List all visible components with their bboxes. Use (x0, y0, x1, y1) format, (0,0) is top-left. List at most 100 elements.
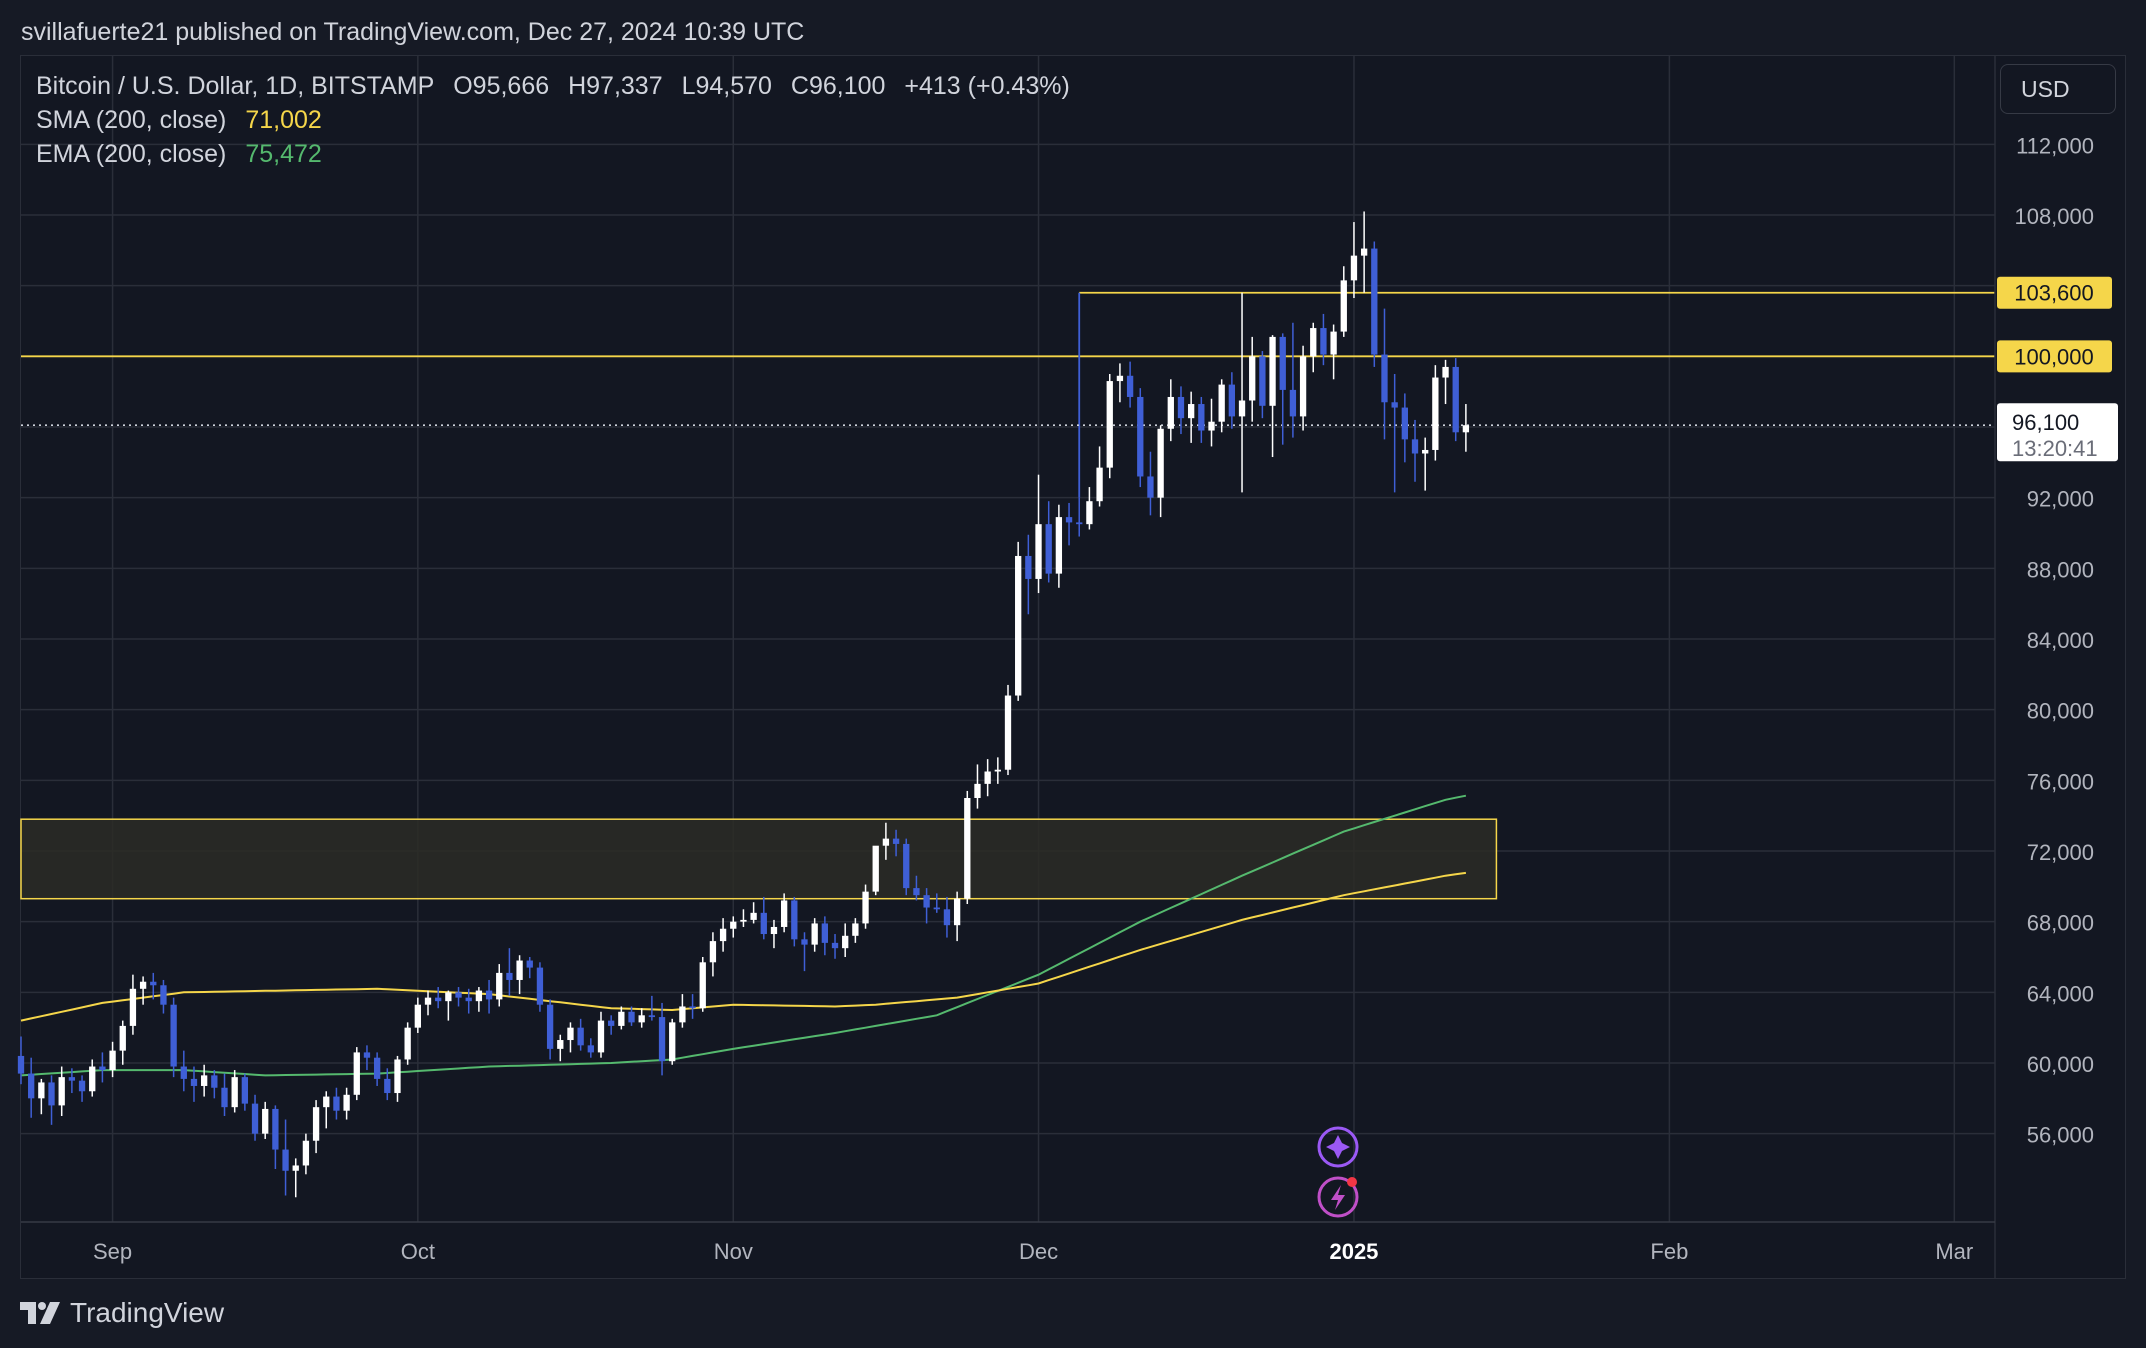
candle-body (801, 939, 808, 945)
candle-down (363, 1045, 371, 1071)
candle-down (536, 962, 544, 1012)
candle-up (1208, 398, 1215, 447)
candle-down (170, 997, 177, 1078)
candle-down (455, 987, 462, 1007)
price-tick-label: 68,000 (2027, 911, 2094, 936)
candle-down (608, 1015, 615, 1035)
candle-body (333, 1096, 340, 1111)
candle-body (292, 1165, 299, 1171)
candle-body (1238, 400, 1246, 417)
candle-body (323, 1096, 330, 1108)
candle-down (903, 838, 910, 896)
high-value: H97,337 (568, 72, 663, 100)
ema-legend-row[interactable]: EMA (200, close) 75,472 (36, 137, 1082, 171)
candle-body (211, 1075, 218, 1088)
price-tick-label: 112,000 (2016, 133, 2094, 158)
candle-body (485, 990, 493, 1000)
candle-up (1188, 391, 1195, 443)
candle-up (1116, 363, 1124, 403)
axes-layer: 112,000 108,000 92,000 88,000 84,000 80,000 76… (21, 56, 2118, 1278)
candle-body (1157, 428, 1164, 498)
candle-up (1004, 684, 1012, 776)
candle-body (1259, 356, 1266, 406)
sma-legend-row[interactable]: SMA (200, close) 71,002 (36, 103, 1082, 137)
candle-up (1442, 359, 1449, 405)
open-value: O95,666 (453, 72, 550, 100)
candle-down (465, 988, 472, 1014)
tradingview-logo[interactable]: TradingView (20, 1295, 224, 1331)
candle-up (669, 1018, 676, 1065)
time-label: Oct (401, 1239, 435, 1264)
candle-body (740, 919, 747, 922)
level-badge-103600-text: 103,600 (2014, 281, 2094, 306)
candle-up (292, 1158, 299, 1198)
candle-body (1106, 381, 1113, 468)
level-badge-103600: 103,600 (1997, 276, 2112, 309)
candle-up (109, 1041, 116, 1078)
candle-up (1035, 474, 1042, 594)
price-tick-label: 72,000 (2027, 840, 2094, 865)
candle-down (384, 1068, 391, 1101)
support-zone (20, 818, 1498, 900)
time-label: 2025 (1329, 1239, 1378, 1264)
candle-up (414, 997, 421, 1033)
candle-up (1462, 404, 1470, 452)
candle-body (608, 1020, 615, 1026)
candle-body (1228, 384, 1236, 417)
candle-down (1411, 419, 1419, 482)
candle-body (1004, 695, 1012, 770)
candle-down (99, 1052, 106, 1083)
candle-body (1208, 421, 1215, 431)
currency-button[interactable]: USD (2000, 64, 2116, 114)
candle-down (1137, 388, 1144, 488)
candle-up (394, 1055, 401, 1102)
candle-down (1228, 372, 1236, 429)
candle-body (943, 909, 951, 926)
candle-down (17, 1036, 25, 1085)
candle-down (506, 948, 513, 996)
candle-down (913, 875, 920, 901)
ema-200-line (20, 794, 1467, 1077)
candle-body (923, 895, 930, 908)
ideas-sparkle-icon[interactable] (1317, 1126, 1359, 1168)
candle-body (1055, 517, 1063, 574)
candle-body (1137, 396, 1144, 477)
price-tick-label: 76,000 (2027, 769, 2094, 794)
lightning-event-icon[interactable] (1317, 1176, 1359, 1218)
candle-body (852, 923, 859, 936)
price-tick-label: 88,000 (2027, 557, 2094, 582)
candle-body (1411, 439, 1419, 454)
price-tick-label: 56,000 (2027, 1123, 2094, 1148)
candle-down (1279, 333, 1286, 445)
change-value: +413 (+0.43%) (904, 72, 1070, 100)
candle-up (1269, 335, 1276, 458)
candle-body (1035, 524, 1042, 579)
candle-body (475, 990, 483, 1002)
candle-up (1167, 379, 1174, 442)
candle-up (842, 923, 849, 957)
candle-body (1126, 375, 1134, 397)
candle-body (1086, 501, 1093, 525)
candle-body (414, 1004, 421, 1028)
candle-body (994, 769, 1001, 772)
event-markers-layer (1317, 1126, 1359, 1218)
candle-body (567, 1027, 574, 1041)
ohlc-legend-row: Bitcoin / U.S. Dollar, 1D, BITSTAMP O95,… (36, 69, 1082, 103)
candle-down (648, 995, 656, 1021)
candle-up (1360, 211, 1368, 293)
candle-body (373, 1057, 381, 1079)
ema-label: EMA (200, close) (36, 140, 227, 168)
candle-up (740, 909, 747, 927)
candle-up (1157, 425, 1164, 518)
candle-body (648, 1015, 656, 1018)
candle-down (1452, 358, 1459, 442)
candle-body (272, 1108, 279, 1150)
candle-body (1015, 555, 1022, 696)
candle-down (150, 972, 157, 1000)
candle-down (1025, 534, 1032, 615)
candle-up (597, 1011, 605, 1058)
candle-down (1045, 501, 1052, 583)
candle-up (618, 1006, 625, 1030)
